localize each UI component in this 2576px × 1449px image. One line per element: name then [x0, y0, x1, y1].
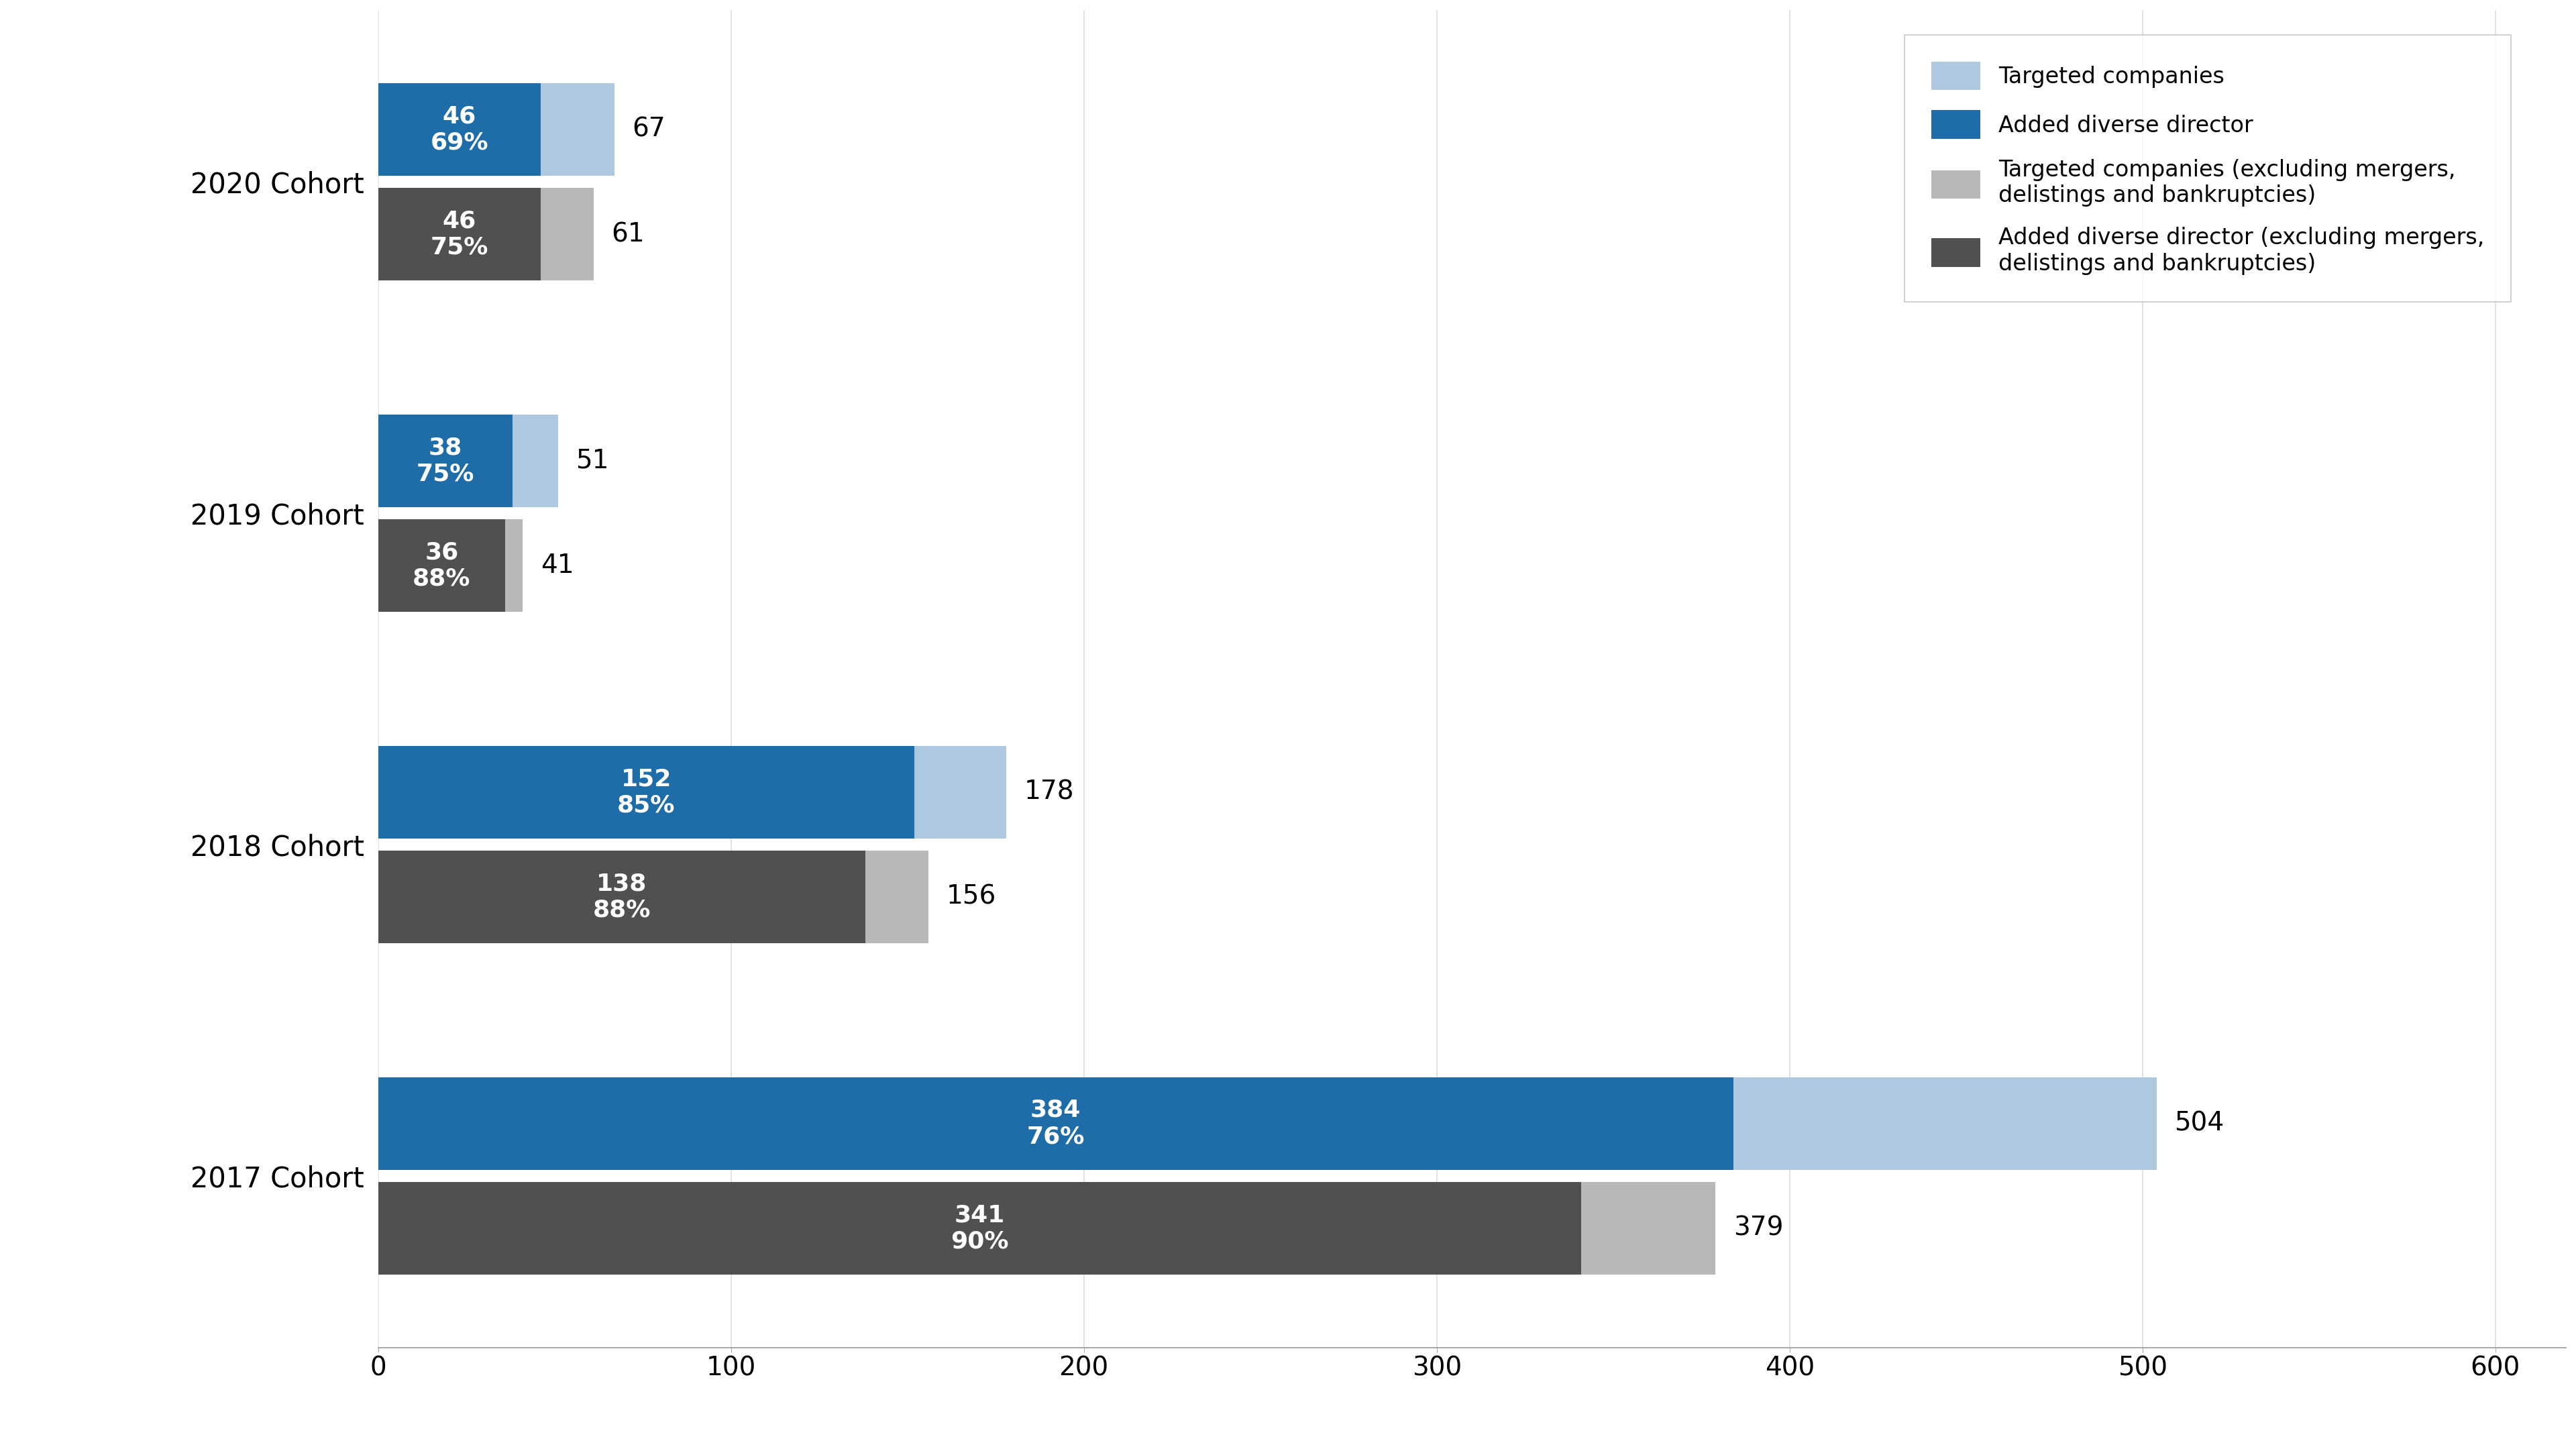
Text: 38
75%: 38 75%: [417, 436, 474, 485]
Text: 36
88%: 36 88%: [412, 540, 471, 590]
Text: 178: 178: [1023, 780, 1074, 804]
Bar: [379, 83, 616, 175]
Bar: [379, 414, 559, 507]
Bar: [379, 519, 505, 611]
Legend: Targeted companies, Added diverse director, Targeted companies (excluding merger: Targeted companies, Added diverse direct…: [1904, 35, 2512, 301]
Text: 504: 504: [2174, 1111, 2223, 1136]
Text: 384
76%: 384 76%: [1028, 1098, 1084, 1148]
Text: 41: 41: [541, 552, 574, 578]
Bar: [379, 1182, 1716, 1275]
Bar: [379, 851, 927, 943]
Text: 156: 156: [945, 884, 997, 910]
Bar: [379, 83, 541, 175]
Bar: [379, 519, 523, 611]
Bar: [379, 414, 513, 507]
Text: 46
69%: 46 69%: [430, 104, 489, 154]
Bar: [379, 851, 866, 943]
Text: 51: 51: [574, 448, 608, 474]
Text: 138
88%: 138 88%: [592, 872, 652, 922]
Text: 61: 61: [611, 222, 644, 246]
Bar: [379, 1182, 1582, 1275]
Text: 67: 67: [631, 117, 665, 142]
Text: 341
90%: 341 90%: [951, 1204, 1010, 1253]
Bar: [379, 746, 914, 839]
Text: 152
85%: 152 85%: [618, 768, 675, 817]
Bar: [379, 1077, 1734, 1169]
Bar: [379, 188, 592, 281]
Text: 46
75%: 46 75%: [430, 210, 489, 259]
Bar: [379, 1077, 2156, 1169]
Text: 379: 379: [1734, 1216, 1783, 1240]
Bar: [379, 188, 541, 281]
Bar: [379, 746, 1007, 839]
